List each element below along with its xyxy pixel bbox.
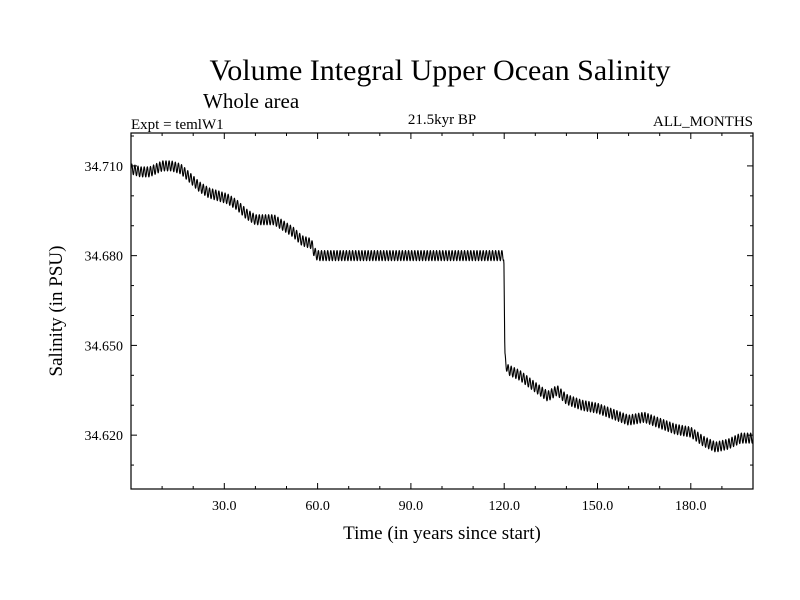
months-label: ALL_MONTHS	[653, 114, 753, 130]
y-tick-label: 34.650	[85, 339, 124, 354]
x-tick-label: 30.0	[212, 499, 237, 514]
y-tick-label: 34.710	[85, 160, 124, 175]
y-tick-label: 34.680	[85, 250, 124, 265]
plot-frame	[130, 132, 754, 490]
x-tick-label: 180.0	[675, 499, 707, 514]
experiment-label: Expt = temlW1	[131, 117, 224, 133]
x-axis-label: Time (in years since start)	[343, 523, 541, 544]
x-tick-label: 150.0	[582, 499, 614, 514]
period-label: 21.5kyr BP	[408, 112, 476, 128]
x-tick-label: 90.0	[399, 499, 424, 514]
salinity-series-line	[130, 160, 754, 453]
ticks-group: 30.0 60.0 90.0 120.0 150.0 180.0 34.620 34.650 3…	[85, 133, 753, 514]
plot-lines-group	[130, 160, 754, 453]
x-tick-label: 120.0	[488, 499, 520, 514]
y-tick-label: 34.620	[85, 429, 124, 444]
x-tick-label: 60.0	[305, 499, 330, 514]
chart-subtitle: Whole area	[203, 89, 300, 113]
y-axis-label: Salinity (in PSU)	[46, 246, 67, 377]
chart-title: Volume Integral Upper Ocean Salinity	[210, 54, 671, 87]
